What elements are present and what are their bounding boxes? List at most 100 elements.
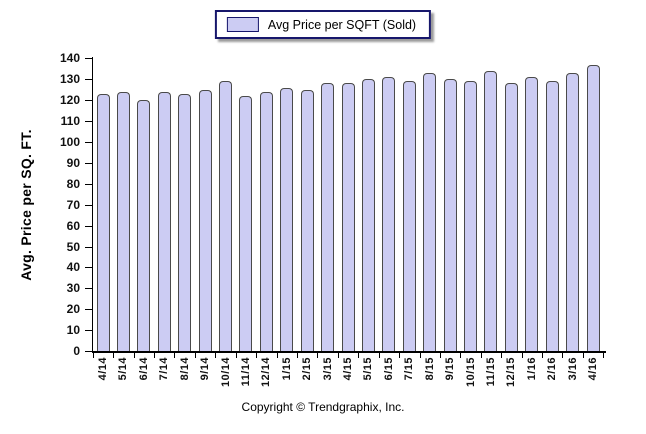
y-tick-label: 0 — [73, 344, 80, 358]
bar-5/15 — [361, 79, 375, 351]
x-tick-label: 1/16 — [525, 357, 538, 381]
x-tick-mark — [419, 353, 421, 358]
bar-9/15 — [443, 79, 457, 351]
x-tick-label: 1/15 — [280, 357, 293, 381]
x-tick-label: 3/16 — [566, 357, 579, 381]
y-tick-mark — [85, 267, 92, 269]
y-tick-label: 50 — [66, 239, 80, 254]
x-tick-label: 7/15 — [403, 357, 416, 381]
copyright-text: Copyright © Trendgraphix, Inc. — [241, 400, 405, 414]
x-tick-mark — [297, 353, 298, 358]
x-tick-label: 4/14 — [97, 357, 109, 381]
y-tick-mark — [85, 309, 92, 311]
x-tick-mark — [276, 353, 278, 358]
x-tick-label: 11/14 — [239, 357, 252, 387]
x-tick-label: 6/15 — [382, 357, 395, 381]
y-tick-mark — [85, 330, 92, 332]
y-tick-label: 130 — [59, 72, 80, 87]
y-axis-line — [92, 57, 93, 352]
y-tick-label: 140 — [59, 51, 80, 66]
x-tick-mark — [133, 353, 135, 358]
legend-swatch-icon — [226, 17, 259, 32]
x-tick-mark — [215, 353, 217, 358]
y-tick-label: 90 — [66, 155, 80, 170]
x-tick-label: 10/14 — [219, 357, 232, 388]
x-tick-mark — [317, 353, 319, 358]
bar-4/14 — [96, 94, 110, 351]
x-tick-label: 8/15 — [423, 357, 436, 381]
x-tick-label: 3/15 — [321, 357, 334, 381]
bar-8/14 — [178, 94, 192, 351]
x-tick-label: 11/15 — [484, 357, 497, 387]
x-tick-label: 9/14 — [199, 357, 212, 381]
bar-4/15 — [341, 83, 355, 351]
bar-12/15 — [504, 83, 518, 351]
x-tick-label: 6/14 — [137, 357, 150, 381]
x-tick-mark — [460, 353, 462, 358]
bar-2/16 — [545, 81, 559, 351]
x-tick-mark — [174, 353, 176, 358]
y-tick-mark — [85, 225, 92, 227]
bar-2/15 — [300, 90, 314, 351]
y-tick-mark — [85, 183, 92, 185]
bar-3/16 — [566, 73, 580, 351]
bar-7/14 — [157, 92, 171, 351]
x-tick-label: 8/14 — [178, 357, 191, 381]
y-tick-mark — [85, 121, 92, 123]
y-axis-title: Avg. Price per SQ. FT. — [18, 129, 34, 281]
bar-6/14 — [137, 100, 151, 351]
y-tick-label: 80 — [66, 176, 80, 191]
y-tick-label: 10 — [66, 323, 80, 338]
x-tick-mark — [378, 353, 380, 358]
legend: Avg Price per SQFT (Sold) — [214, 10, 432, 39]
x-tick-label: 5/14 — [117, 357, 130, 381]
y-tick-label: 40 — [66, 260, 80, 275]
x-tick-mark — [399, 353, 401, 358]
bar-8/15 — [423, 73, 437, 351]
x-tick-mark — [542, 353, 544, 358]
x-axis-line — [92, 351, 606, 353]
x-tick-mark — [358, 353, 360, 358]
x-tick-mark — [92, 353, 94, 358]
x-tick-label: 2/16 — [546, 357, 559, 381]
x-tick-mark — [521, 353, 523, 358]
x-tick-label: 12/14 — [260, 357, 273, 388]
y-tick-mark — [85, 288, 92, 290]
y-tick-mark — [85, 204, 92, 206]
x-tick-label: 7/14 — [158, 357, 171, 381]
y-tick-label: 20 — [66, 302, 80, 317]
bar-11/14 — [239, 96, 253, 351]
x-tick-label: 5/15 — [362, 357, 375, 381]
bar-1/16 — [525, 77, 539, 351]
bar-7/15 — [402, 81, 416, 351]
y-tick-label: 30 — [66, 281, 80, 296]
x-tick-label: 4/16 — [587, 357, 600, 381]
bar-1/15 — [280, 88, 294, 351]
x-tick-label: 4/15 — [342, 357, 355, 381]
y-tick-mark — [85, 246, 92, 248]
bar-10/14 — [219, 81, 233, 351]
bar-11/15 — [484, 71, 498, 351]
x-tick-mark — [582, 353, 584, 358]
x-tick-mark — [194, 353, 196, 358]
x-tick-mark — [603, 353, 605, 358]
y-tick-mark — [85, 351, 92, 352]
bar-3/15 — [321, 83, 335, 351]
x-tick-label: 10/15 — [464, 357, 477, 388]
y-tick-mark — [85, 100, 92, 102]
y-tick-label: 110 — [60, 114, 80, 129]
y-tick-mark — [85, 58, 92, 60]
bar-4/16 — [586, 65, 600, 351]
x-tick-mark — [562, 353, 564, 358]
y-tick-label: 100 — [59, 135, 80, 149]
x-tick-mark — [501, 353, 503, 358]
bar-5/14 — [116, 92, 130, 351]
x-tick-mark — [113, 353, 115, 358]
y-tick-mark — [85, 162, 92, 164]
x-tick-mark — [480, 353, 482, 358]
y-tick-label: 60 — [66, 218, 80, 233]
x-tick-mark — [235, 353, 237, 358]
bar-10/15 — [464, 81, 478, 351]
x-tick-mark — [154, 353, 156, 358]
